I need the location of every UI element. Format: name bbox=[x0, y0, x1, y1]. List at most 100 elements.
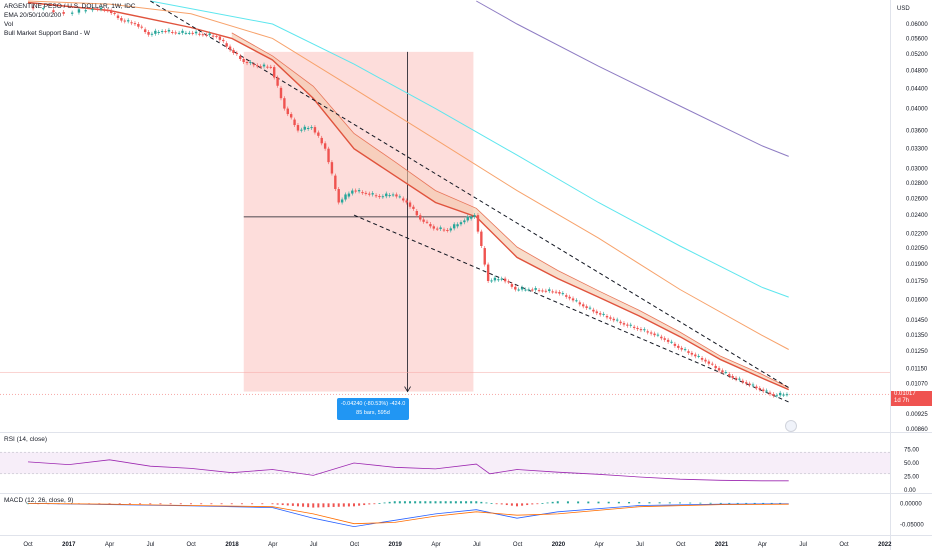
macd-bar bbox=[342, 503, 345, 507]
candle bbox=[198, 33, 201, 35]
macd-bar bbox=[159, 503, 162, 505]
candle bbox=[493, 277, 497, 281]
macd-bar bbox=[546, 502, 549, 504]
candle bbox=[303, 126, 306, 130]
candle bbox=[731, 375, 734, 378]
macd-bar bbox=[251, 503, 254, 505]
macd-bar bbox=[658, 502, 661, 504]
candle bbox=[126, 20, 130, 22]
candle bbox=[704, 359, 707, 362]
macd-bar bbox=[439, 501, 442, 504]
time-tick: Jul bbox=[147, 542, 155, 548]
candle bbox=[201, 34, 205, 36]
measure-arrow bbox=[404, 386, 411, 393]
candle bbox=[140, 26, 143, 28]
candle bbox=[751, 384, 755, 386]
time-tick: Jul bbox=[799, 542, 807, 548]
macd-bar bbox=[302, 503, 305, 507]
candle bbox=[123, 20, 126, 22]
macd-bar bbox=[679, 502, 681, 504]
candle bbox=[785, 394, 789, 396]
macd-bar bbox=[383, 502, 386, 504]
macd-bar bbox=[403, 501, 406, 504]
macd-bar bbox=[516, 503, 518, 507]
candle bbox=[585, 306, 588, 309]
candle bbox=[571, 298, 575, 301]
macd-legend[interactable]: MACD (12, 26, close, 9) bbox=[4, 497, 74, 504]
candle bbox=[103, 9, 106, 11]
candle bbox=[592, 309, 595, 312]
price-tick: 0.02400 bbox=[906, 213, 928, 219]
macd-bar bbox=[566, 501, 569, 504]
candle bbox=[490, 280, 493, 282]
macd-bar bbox=[689, 502, 692, 504]
candle bbox=[385, 193, 388, 197]
candle bbox=[347, 193, 351, 197]
price-tick: 0.01450 bbox=[906, 318, 928, 324]
candle bbox=[91, 8, 94, 11]
macd-bar bbox=[393, 501, 396, 504]
candle bbox=[398, 196, 402, 198]
candle bbox=[391, 194, 395, 196]
candle bbox=[408, 202, 412, 207]
macd-bar bbox=[307, 503, 310, 508]
candle bbox=[646, 331, 649, 333]
candle bbox=[113, 13, 116, 15]
band-legend[interactable]: Bull Market Support Band - W bbox=[4, 30, 90, 37]
macd-bar bbox=[414, 501, 417, 504]
price-tick: 0.05200 bbox=[906, 52, 928, 58]
candle bbox=[690, 352, 694, 355]
time-tick: 2020 bbox=[552, 542, 566, 548]
candle bbox=[758, 388, 762, 390]
macd-bar bbox=[485, 502, 488, 504]
time-tick: Oct bbox=[23, 542, 33, 548]
candle bbox=[452, 224, 456, 229]
time-tick: 2018 bbox=[225, 542, 239, 548]
time-tick: Oct bbox=[839, 542, 849, 548]
candle bbox=[154, 30, 157, 34]
candle bbox=[486, 264, 490, 282]
candle bbox=[622, 323, 626, 325]
candle bbox=[130, 22, 133, 24]
candle bbox=[734, 377, 738, 380]
candle bbox=[84, 10, 87, 12]
rsi-tick: 0.00 bbox=[904, 488, 916, 494]
candle bbox=[435, 228, 439, 230]
macd-bar bbox=[398, 501, 401, 504]
price-tick: 0.03300 bbox=[906, 147, 928, 153]
rsi-tick: 25.00 bbox=[904, 475, 920, 481]
candle bbox=[683, 349, 687, 351]
settings-icon[interactable] bbox=[785, 420, 797, 432]
candle bbox=[171, 31, 174, 33]
candle bbox=[252, 64, 256, 66]
signal-line bbox=[27, 503, 789, 525]
price-tick: 0.01750 bbox=[906, 279, 928, 285]
candle bbox=[649, 332, 653, 334]
candle bbox=[364, 192, 368, 194]
candle bbox=[456, 224, 459, 227]
candle bbox=[357, 190, 361, 192]
candle bbox=[218, 36, 222, 40]
symbol-legend[interactable]: ARGENTINE PESO / U.S. DOLLAR, 1W, IDC bbox=[4, 3, 136, 10]
candle bbox=[619, 321, 622, 324]
candle bbox=[232, 49, 235, 53]
macd-bar bbox=[617, 501, 620, 504]
macd-bar bbox=[240, 503, 243, 505]
macd-bar bbox=[230, 503, 233, 505]
time-tick: 2017 bbox=[62, 542, 76, 548]
candle bbox=[775, 395, 778, 397]
candle bbox=[120, 18, 123, 21]
rsi-legend[interactable]: RSI (14, close) bbox=[4, 436, 47, 443]
ema-legend[interactable]: EMA 20/50/100/200 bbox=[4, 12, 62, 19]
candle bbox=[269, 66, 273, 68]
macd-bar bbox=[286, 503, 289, 506]
time-tick: Jul bbox=[636, 542, 644, 548]
measure-info-box[interactable]: -0.04240 (-80.53%) -424.0 85 bars, 595d bbox=[337, 398, 409, 420]
macd-bar bbox=[587, 501, 590, 504]
candle bbox=[239, 55, 242, 59]
macd-bar bbox=[317, 503, 320, 508]
candle bbox=[368, 193, 371, 195]
vol-legend[interactable]: Vol bbox=[4, 21, 14, 28]
candle bbox=[116, 15, 120, 19]
